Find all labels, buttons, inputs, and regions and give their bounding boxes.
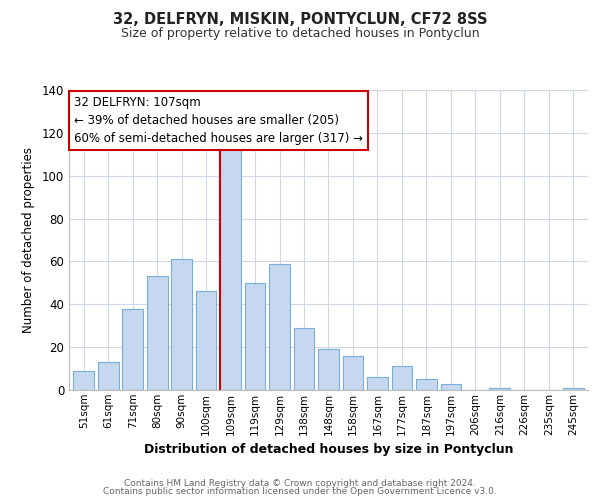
Bar — [220, 148, 241, 390]
Bar — [269, 264, 290, 390]
Text: 32, DELFRYN, MISKIN, PONTYCLUN, CF72 8SS: 32, DELFRYN, MISKIN, PONTYCLUN, CF72 8SS — [113, 12, 487, 28]
Bar — [171, 260, 192, 390]
Bar — [318, 350, 339, 390]
X-axis label: Distribution of detached houses by size in Pontyclun: Distribution of detached houses by size … — [144, 443, 513, 456]
Bar — [147, 276, 167, 390]
Bar — [245, 283, 265, 390]
Bar — [416, 380, 437, 390]
Bar — [343, 356, 364, 390]
Bar — [563, 388, 584, 390]
Bar — [196, 292, 217, 390]
Bar — [122, 308, 143, 390]
Bar — [367, 377, 388, 390]
Text: Contains public sector information licensed under the Open Government Licence v3: Contains public sector information licen… — [103, 487, 497, 496]
Text: 32 DELFRYN: 107sqm
← 39% of detached houses are smaller (205)
60% of semi-detach: 32 DELFRYN: 107sqm ← 39% of detached hou… — [74, 96, 363, 145]
Y-axis label: Number of detached properties: Number of detached properties — [22, 147, 35, 333]
Text: Contains HM Land Registry data © Crown copyright and database right 2024.: Contains HM Land Registry data © Crown c… — [124, 478, 476, 488]
Bar — [98, 362, 119, 390]
Bar — [440, 384, 461, 390]
Bar — [293, 328, 314, 390]
Text: Size of property relative to detached houses in Pontyclun: Size of property relative to detached ho… — [121, 28, 479, 40]
Bar — [73, 370, 94, 390]
Bar — [392, 366, 412, 390]
Bar — [490, 388, 510, 390]
